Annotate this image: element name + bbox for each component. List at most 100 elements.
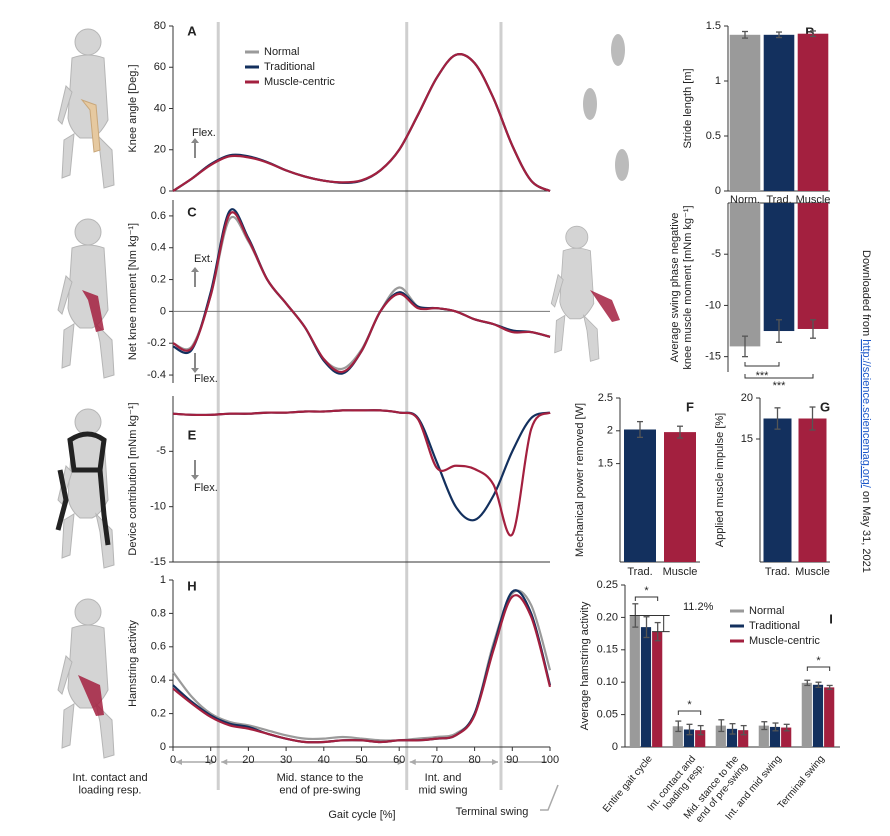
bar <box>652 631 663 747</box>
y-tick-label: 20 <box>741 392 753 404</box>
y-tick-label: 0.25 <box>597 579 618 591</box>
side-prefix: Downloaded from <box>860 250 872 336</box>
significance-bracket <box>744 374 814 379</box>
phase-arrow <box>503 761 559 811</box>
x-tick-label: 80 <box>468 754 480 766</box>
y-axis-label: Average swing phase negative <box>669 213 681 363</box>
series-line <box>172 409 551 537</box>
series-line <box>172 594 552 744</box>
x-tick-label: Terminal swing <box>776 754 827 812</box>
y-tick-label: -10 <box>150 501 166 513</box>
bar <box>797 203 829 329</box>
y-axis-label: Hamstring activity <box>127 620 139 707</box>
bar <box>695 730 706 747</box>
series-line <box>172 53 551 193</box>
y-tick-label: 2 <box>607 425 613 437</box>
bar <box>763 34 795 191</box>
significance-label: *** <box>773 380 787 392</box>
y-tick-label: -10 <box>705 299 721 311</box>
annotation-arrowhead <box>191 368 199 373</box>
significance-label: * <box>644 585 649 597</box>
bar <box>763 418 792 562</box>
legend-label: Muscle-centric <box>264 76 335 88</box>
series-line <box>172 589 552 742</box>
annotation: Ext. <box>194 253 213 265</box>
x-tick-label: 20 <box>242 754 254 766</box>
series-line <box>172 589 552 744</box>
phase-label: Int. and mid swing <box>419 772 468 797</box>
bar <box>729 34 761 191</box>
x-tick-label: Trad. <box>627 566 652 578</box>
panel-letter: F <box>686 399 694 414</box>
y-tick-label: -0.2 <box>147 337 166 349</box>
y-tick-label: -15 <box>150 556 166 568</box>
series-line <box>172 409 551 522</box>
annotation: Flex. <box>192 127 216 139</box>
y-tick-label: 0.10 <box>597 676 618 688</box>
y-tick-label: 0.2 <box>151 273 166 285</box>
series-line <box>172 53 551 193</box>
y-tick-label: 0 <box>160 741 166 753</box>
y-axis-label: Stride length [m] <box>682 68 694 148</box>
x-axis-label: Gait cycle [%] <box>328 809 395 821</box>
panel-letter: E <box>188 427 197 442</box>
panel-letter: H <box>187 578 196 593</box>
y-tick-label: 0.4 <box>151 674 166 686</box>
y-axis-label: Mechanical power removed [W] <box>574 403 586 557</box>
panel-letter: C <box>187 204 197 219</box>
series-line <box>172 53 551 193</box>
y-tick-label: 0.6 <box>151 210 166 222</box>
legend-label: Traditional <box>264 61 315 73</box>
y-tick-label: 15 <box>741 433 753 445</box>
y-tick-label: 60 <box>154 61 166 73</box>
bar <box>664 432 696 562</box>
y-tick-label: 0.5 <box>706 130 721 142</box>
x-tick-label: 100 <box>541 754 559 766</box>
y-axis-label: Average hamstring activity <box>579 601 591 730</box>
y-tick-label: 0 <box>160 305 166 317</box>
bar <box>672 726 683 747</box>
bar <box>763 203 795 332</box>
x-tick-label: 40 <box>318 754 330 766</box>
x-tick-label: 10 <box>205 754 217 766</box>
series-line <box>172 211 551 374</box>
side-link[interactable]: http://science.sciencemag.org/ <box>860 339 872 489</box>
x-tick-label: 50 <box>355 754 367 766</box>
y-tick-label: 0.20 <box>597 611 618 623</box>
legend-label: Normal <box>264 46 299 58</box>
significance-label: *** <box>756 370 770 382</box>
series-line <box>172 215 551 371</box>
y-tick-label: 1.5 <box>598 458 613 470</box>
annotation-arrowhead <box>191 138 199 143</box>
annotation-arrowhead <box>191 267 199 272</box>
bar <box>683 729 695 747</box>
side-note: Downloaded from http://science.sciencema… <box>860 250 872 573</box>
y-tick-label: -0.4 <box>147 369 166 381</box>
bar <box>781 727 792 747</box>
y-tick-label: -5 <box>156 445 166 457</box>
phase-label: Mid. stance to the end of pre-swing <box>277 772 364 797</box>
significance-bracket <box>677 710 702 715</box>
x-tick-label: 60 <box>393 754 405 766</box>
legend-label: Muscle-centric <box>749 635 820 647</box>
bar <box>729 203 761 347</box>
y-tick-label: 1.5 <box>706 20 721 32</box>
diff-label: 11.2% <box>683 601 714 613</box>
y-tick-label: 2.5 <box>598 392 613 404</box>
y-axis-label: Net knee moment [Nm kg⁻¹] <box>127 223 139 360</box>
y-tick-label: 0 <box>612 741 618 753</box>
significance-bracket <box>806 666 831 671</box>
y-tick-label: 0.15 <box>597 644 618 656</box>
y-tick-label: 0.4 <box>151 242 166 254</box>
bar <box>758 725 769 747</box>
y-tick-label: 0.6 <box>151 641 166 653</box>
y-axis-label: Applied muscle impulse [%] <box>714 413 726 548</box>
legend-label: Normal <box>749 605 784 617</box>
x-tick-label: 30 <box>280 754 292 766</box>
phase-label: Terminal swing <box>456 806 529 818</box>
side-suffix: on May 31, 2021 <box>860 491 872 573</box>
panel-letter: A <box>187 23 197 38</box>
phase-label: Int. contact and loading resp. <box>72 772 147 797</box>
panel-letter: I <box>829 611 833 626</box>
y-tick-label: 1 <box>715 75 721 87</box>
